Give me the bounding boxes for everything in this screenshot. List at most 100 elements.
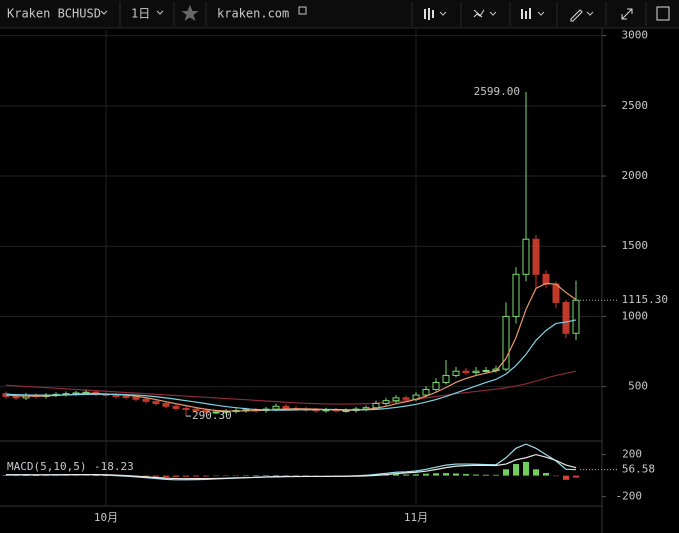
histogram-bar — [103, 475, 109, 477]
candle-body — [402, 397, 410, 400]
histogram-bar — [403, 474, 409, 476]
dropdown-icon — [586, 11, 594, 16]
histogram-bar — [23, 475, 29, 476]
indicator-last-label: 56.58 — [622, 463, 655, 476]
histogram-bar — [433, 473, 439, 476]
histogram-bar — [223, 475, 229, 477]
histogram-bar — [573, 475, 579, 478]
histogram-bar — [493, 474, 499, 476]
dropdown-icon — [439, 11, 447, 16]
histogram-bar — [243, 475, 249, 477]
indicator-line — [5, 370, 577, 405]
y-tick-label: 3000 — [622, 29, 649, 42]
candle-body — [112, 394, 120, 397]
compare-button[interactable] — [521, 8, 545, 19]
interval-button[interactable]: 1日 — [131, 7, 164, 21]
histogram-bar — [203, 475, 209, 477]
candle-body — [562, 301, 570, 334]
candle-body — [172, 405, 180, 409]
histogram-bar — [143, 475, 149, 477]
candle-body — [502, 315, 510, 370]
candles-icon — [424, 8, 434, 20]
x-tick-label: 11月 — [404, 511, 428, 524]
histogram-bar — [33, 475, 39, 476]
external-icon — [298, 6, 307, 15]
histogram-bar — [443, 473, 449, 476]
indicator-value: -18.23 — [94, 460, 134, 473]
y-tick-label: 500 — [628, 380, 648, 393]
histogram-bar — [43, 475, 49, 476]
histogram-bar — [163, 475, 169, 477]
candle-body — [272, 405, 280, 410]
dropdown-icon — [156, 10, 164, 15]
histogram-bar — [483, 474, 489, 476]
candle-body — [572, 299, 580, 334]
histogram-bar — [293, 475, 299, 476]
screenshot-icon[interactable] — [656, 6, 670, 21]
histogram-bar — [473, 474, 479, 476]
favorite-icon[interactable] — [181, 5, 199, 21]
dropdown-icon — [100, 10, 108, 15]
candle-body — [382, 400, 390, 404]
histogram-bar — [503, 469, 509, 476]
symbol-button[interactable]: Kraken BCHUSD — [7, 7, 108, 21]
histogram-bar — [553, 475, 559, 477]
histogram-bar — [563, 475, 569, 480]
dropdown-icon — [489, 11, 497, 16]
histogram-bar — [453, 473, 459, 476]
candle-body — [212, 411, 220, 414]
histogram-bar — [193, 475, 199, 477]
source-link[interactable]: kraken.com — [217, 7, 289, 21]
y-tick-label: 1000 — [622, 309, 649, 322]
histogram-bar — [513, 464, 519, 476]
candle-body — [132, 396, 140, 400]
histogram-bar — [173, 475, 179, 477]
histogram-bar — [93, 475, 99, 476]
indicators-button[interactable] — [473, 9, 497, 18]
histogram-bar — [423, 473, 429, 476]
chart-type-button[interactable] — [424, 8, 447, 20]
indicator-line — [5, 453, 577, 480]
candle-body — [12, 395, 20, 399]
x-tick-label: 10月 — [94, 511, 118, 524]
toolbar: Kraken BCHUSD 1日 kraken.com — [0, 0, 679, 29]
histogram-bar — [3, 475, 9, 476]
candle-body — [142, 398, 150, 402]
candle-body — [122, 395, 130, 398]
pencil-icon — [570, 9, 583, 22]
y-tick-label: -200 — [616, 490, 643, 503]
draw-button[interactable] — [570, 9, 594, 22]
candle-body — [532, 238, 540, 275]
y-tick-label: 2000 — [622, 169, 649, 182]
candle-body — [422, 388, 430, 396]
last-price-label: 1115.30 — [622, 293, 668, 306]
y-tick-label: 2500 — [622, 99, 649, 112]
histogram-bar — [63, 475, 69, 476]
high-label: 2599.00 — [474, 85, 520, 98]
candle-body — [442, 374, 450, 383]
y-tick-label: 1500 — [622, 239, 649, 252]
interval[interactable]: 1日 — [131, 7, 150, 21]
fullscreen-icon[interactable] — [621, 8, 633, 20]
candle-body — [282, 405, 290, 409]
histogram-bar — [543, 472, 549, 476]
candle-body — [162, 402, 170, 407]
histogram-bar — [533, 469, 539, 476]
candle-body — [182, 407, 190, 410]
candle-body — [202, 410, 210, 413]
candle-body — [152, 400, 160, 404]
histogram-bar — [253, 475, 259, 476]
toolbar-bg — [0, 0, 679, 28]
low-label: 290.30 — [192, 409, 232, 422]
histogram-bar — [273, 475, 279, 476]
histogram-bar — [213, 475, 219, 477]
candle-body — [392, 397, 400, 402]
histogram-bar — [463, 474, 469, 476]
candle-body — [522, 238, 530, 275]
candle-body — [372, 402, 380, 409]
candle-body — [482, 369, 490, 372]
symbol[interactable]: Kraken BCHUSD — [7, 7, 101, 21]
histogram-bar — [413, 474, 419, 476]
histogram-bar — [183, 475, 189, 477]
